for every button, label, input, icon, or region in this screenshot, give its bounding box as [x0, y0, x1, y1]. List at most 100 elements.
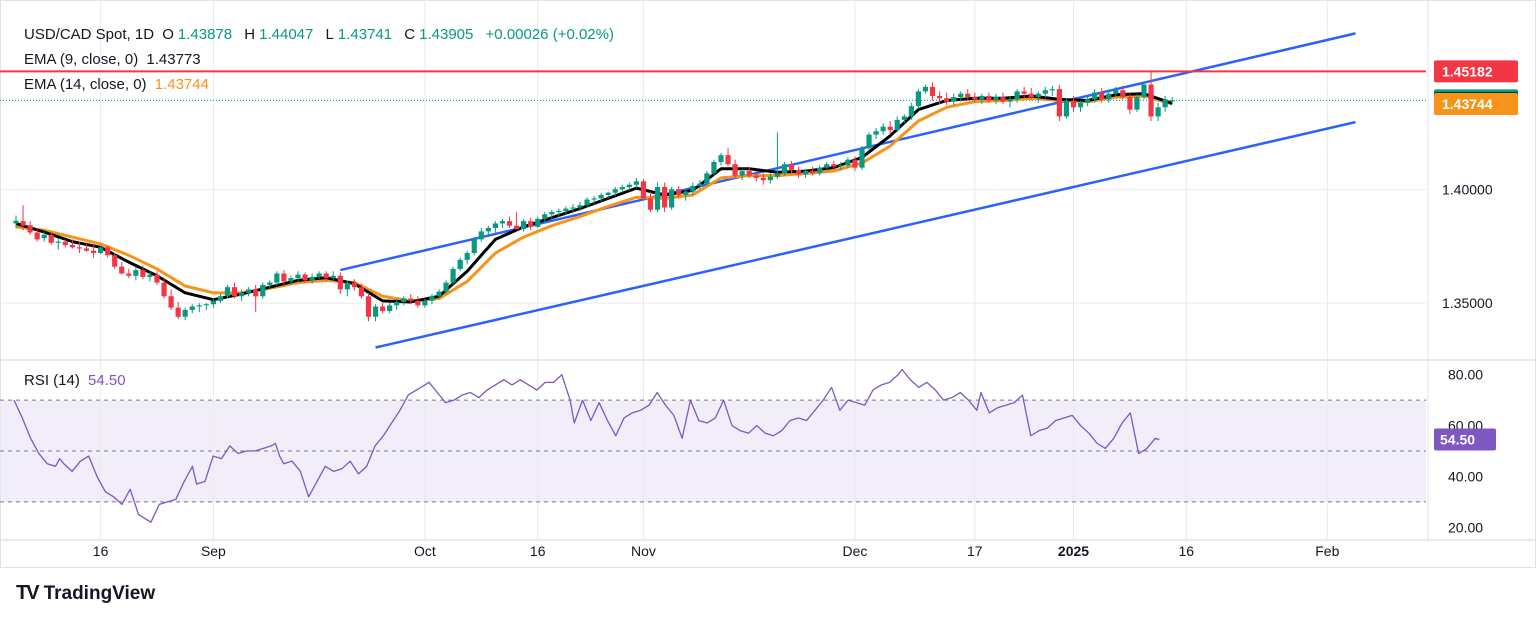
legend-ema9: EMA (9, close, 0) 1.43773 [24, 51, 205, 68]
candle-body [1099, 92, 1105, 100]
candle-body [27, 225, 33, 233]
candle-body [993, 97, 999, 101]
x-tick-label: 17 [967, 543, 983, 559]
open-value: 1.43878 [177, 26, 233, 43]
candle-body [175, 307, 181, 317]
candle-body [824, 164, 830, 168]
candle-body [1148, 84, 1154, 117]
legend-ema14: EMA (14, close, 0) 1.43744 [24, 76, 213, 93]
x-tick-label: 16 [93, 543, 109, 559]
candle-body [810, 171, 816, 174]
candle-body [915, 91, 921, 107]
rsi-tick-label: 80.00 [1448, 367, 1483, 383]
candle-body [1049, 89, 1055, 91]
legend-rsi: RSI (14) 54.50 [24, 372, 130, 389]
candle-body [253, 289, 259, 297]
high-value: 1.44047 [259, 26, 314, 43]
ema9-value: 1.43773 [146, 51, 201, 68]
price-tag-box [1434, 60, 1518, 83]
candle-body [436, 291, 442, 297]
rsi-tag-box [1434, 428, 1496, 451]
candle-body [1169, 100, 1175, 102]
candle-body [513, 225, 520, 230]
candle-body [34, 232, 40, 240]
ema14-value: 1.43744 [154, 76, 209, 93]
candle-body [1063, 100, 1070, 117]
candle-body [563, 208, 569, 211]
candle-body [126, 273, 132, 276]
candle-body [1113, 90, 1119, 94]
candle-body [859, 148, 865, 168]
candle-body [1092, 92, 1098, 100]
candle-body [676, 189, 682, 195]
candle-body [929, 86, 936, 96]
candle-body [1106, 93, 1112, 100]
candle-body [633, 181, 639, 185]
candle-body [683, 191, 689, 195]
candle-body [372, 306, 379, 317]
candle-body [556, 210, 562, 213]
ema14-label: EMA (14, close, 0) [24, 76, 147, 93]
candle-body [788, 164, 795, 170]
candle-body [112, 255, 118, 267]
candle-body [98, 247, 104, 254]
candle-body [1021, 91, 1027, 94]
candle-body [908, 106, 914, 117]
candle-body [246, 289, 252, 293]
candle-body [239, 292, 245, 297]
low-value: 1.43741 [337, 26, 393, 43]
candle-body [901, 116, 907, 120]
candle-body [302, 274, 308, 281]
candle-body [697, 183, 703, 186]
change-value: +0.00026 (+0.02%) [485, 26, 614, 43]
candle-body [979, 95, 985, 100]
candle-body [1035, 93, 1041, 98]
candle-body [196, 305, 202, 307]
candle-body [1007, 99, 1013, 102]
candle-body [626, 184, 632, 187]
candle-body [795, 169, 802, 175]
candle-body [492, 223, 498, 228]
tradingview-logo-icon: TV [16, 582, 40, 604]
candle-body [887, 126, 893, 131]
x-tick-label: Dec [842, 543, 867, 559]
candle-body [732, 164, 738, 176]
candle-body [845, 159, 851, 166]
candle-body [767, 176, 773, 181]
candle-body [612, 189, 618, 193]
candle-body [718, 155, 724, 162]
candle-body [443, 282, 449, 292]
rsi-value: 54.50 [88, 372, 126, 389]
candle-body [147, 274, 153, 277]
close-value: 1.43905 [419, 26, 474, 43]
candle-body [944, 98, 950, 102]
candle-body [986, 95, 992, 101]
candle-body [401, 298, 407, 302]
candle-body [1162, 99, 1168, 108]
x-tick-label: 2025 [1058, 543, 1089, 559]
candle-body [803, 171, 809, 175]
candle-body [380, 306, 386, 312]
close-label: C [404, 26, 416, 43]
candle-body [584, 199, 590, 206]
candle-body [62, 241, 68, 246]
candle-body [1056, 89, 1062, 117]
candle-body [76, 247, 83, 249]
candle-body [760, 177, 766, 181]
tradingview-logo[interactable]: TV TradingView [16, 582, 155, 605]
candle-body [358, 287, 365, 297]
candle-body [506, 221, 513, 226]
candle-body [344, 282, 350, 290]
candle-body [1028, 93, 1034, 98]
candle-body [866, 134, 872, 149]
candle-body [119, 266, 125, 274]
candle-body [231, 287, 238, 297]
candle-body [528, 221, 534, 227]
candle-body [408, 298, 414, 301]
candle-body [267, 282, 273, 285]
candle-body [274, 273, 280, 283]
candle-body [168, 296, 174, 308]
candle-body [69, 245, 75, 248]
x-tick-label: 16 [530, 543, 546, 559]
price-tag-label: 1.43744 [1442, 96, 1493, 112]
